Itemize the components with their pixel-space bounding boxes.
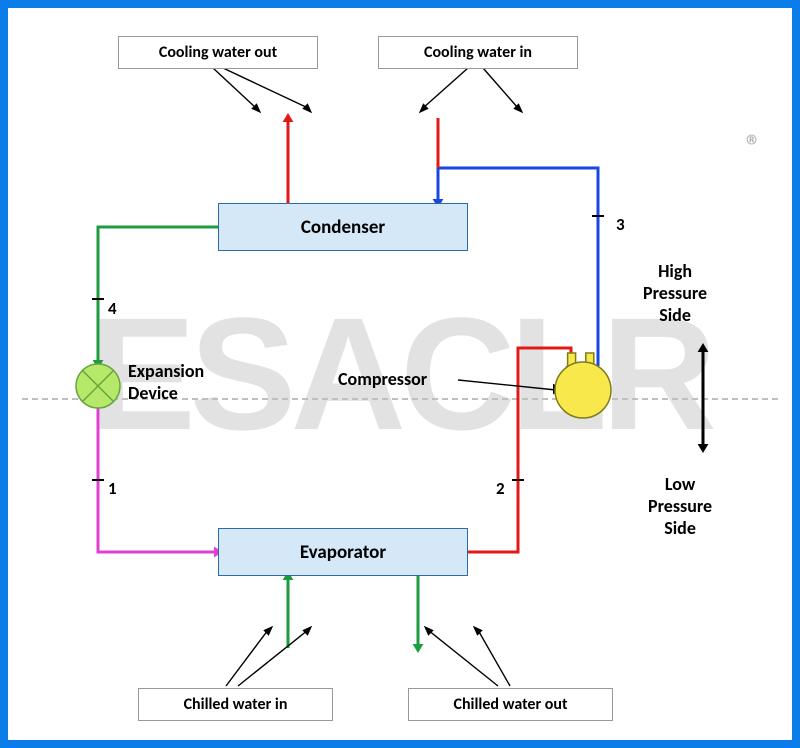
chilled-water-out-label: Chilled water out xyxy=(408,688,613,721)
condenser-label: Condenser xyxy=(301,216,385,239)
state-point-1: 1 xyxy=(108,478,117,499)
state-point-2: 2 xyxy=(496,478,505,499)
diagram-canvas: ESACLR ® Condenser Evaporator ExpansionD… xyxy=(8,8,792,740)
condenser-box: Condenser xyxy=(218,203,468,251)
cooling-water-in-label: Cooling water in xyxy=(378,36,578,69)
compressor-label: Compressor xyxy=(338,368,427,390)
chilled-water-in-label: Chilled water in xyxy=(138,688,333,721)
expansion-device-icon xyxy=(74,362,122,410)
low-pressure-side-label: LowPressureSide xyxy=(648,473,712,539)
state-point-3: 3 xyxy=(616,214,625,235)
evaporator-box: Evaporator xyxy=(218,528,468,576)
state-point-4: 4 xyxy=(108,298,117,319)
high-pressure-side-label: HighPressureSide xyxy=(643,260,707,326)
expansion-device-label: ExpansionDevice xyxy=(128,360,204,404)
compressor-icon xyxy=(546,351,620,421)
diagram-frame: ESACLR ® Condenser Evaporator ExpansionD… xyxy=(0,0,800,748)
cooling-water-out-label: Cooling water out xyxy=(118,36,318,69)
evaporator-label: Evaporator xyxy=(300,541,386,564)
